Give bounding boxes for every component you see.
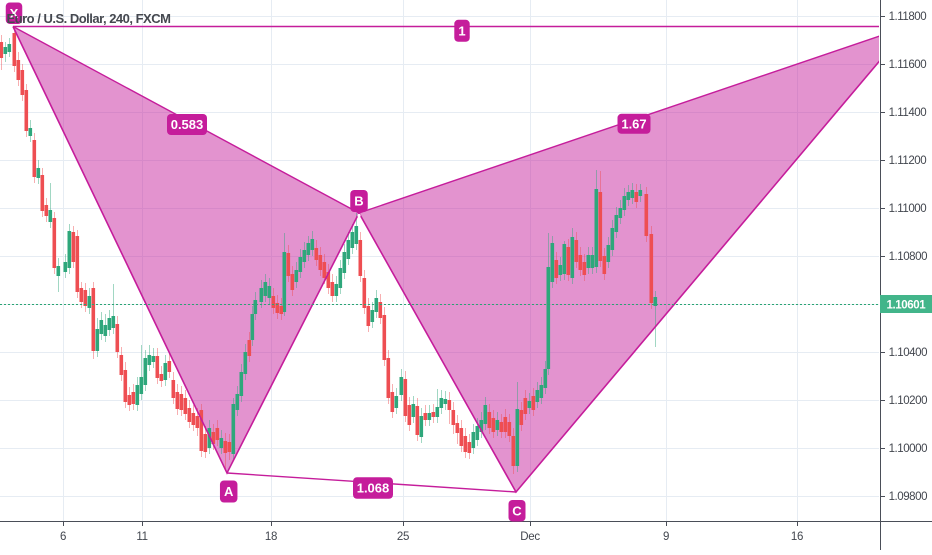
svg-text:1.67: 1.67	[621, 116, 646, 131]
svg-text:A: A	[224, 484, 234, 499]
svg-text:0.583: 0.583	[171, 117, 204, 132]
svg-text:1.10000: 1.10000	[889, 443, 927, 455]
svg-text:1.11400: 1.11400	[889, 107, 927, 119]
svg-text:6: 6	[60, 531, 66, 543]
svg-text:1.11600: 1.11600	[889, 59, 927, 71]
svg-text:1.11000: 1.11000	[889, 203, 927, 215]
svg-text:11: 11	[136, 531, 147, 543]
svg-text:1.10400: 1.10400	[889, 347, 927, 359]
svg-text:X: X	[10, 6, 19, 21]
svg-text:1.068: 1.068	[357, 481, 390, 496]
svg-text:Euro / U.S. Dollar, 240, FXCM: Euro / U.S. Dollar, 240, FXCM	[7, 11, 171, 26]
svg-text:1.09800: 1.09800	[889, 491, 927, 503]
svg-text:C: C	[512, 503, 522, 518]
svg-text:1.11800: 1.11800	[889, 11, 927, 23]
svg-text:18: 18	[265, 531, 277, 543]
svg-text:1: 1	[458, 23, 465, 38]
svg-text:16: 16	[791, 531, 803, 543]
svg-text:1.11200: 1.11200	[889, 155, 927, 167]
svg-text:1.10800: 1.10800	[889, 251, 927, 263]
svg-text:9: 9	[663, 531, 669, 543]
svg-text:B: B	[354, 194, 363, 209]
svg-text:1.10200: 1.10200	[889, 395, 927, 407]
svg-text:Dec: Dec	[520, 531, 540, 543]
svg-text:1.10601: 1.10601	[887, 300, 927, 312]
svg-text:25: 25	[397, 531, 409, 543]
